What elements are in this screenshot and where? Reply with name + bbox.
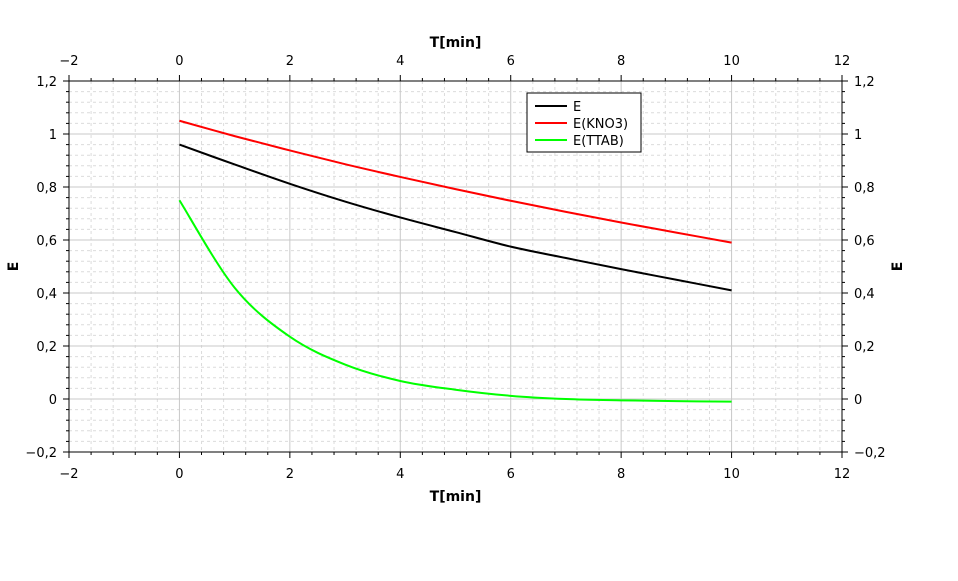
x-axis-title-bottom: T[min] — [430, 489, 482, 505]
grid — [68, 80, 843, 453]
y-tick-label-left: 0 — [49, 393, 57, 408]
x-tick-label-bottom: 4 — [396, 467, 404, 482]
series-lines — [178, 119, 732, 403]
y-tick-label-right: 0,2 — [854, 340, 875, 355]
y-axis-title-left: E — [6, 262, 22, 272]
y-tick-label-right: 0,4 — [854, 287, 875, 302]
x-tick-label-bottom: 8 — [617, 467, 625, 482]
y-tick-label-right: 1 — [854, 128, 862, 143]
y-axis-title-right: E — [890, 262, 906, 272]
x-tick-label-top: 10 — [723, 54, 740, 69]
y-tick-label-left: 1,2 — [36, 75, 57, 90]
x-tick-label-bottom: 0 — [175, 467, 183, 482]
y-tick-label-right: 0,8 — [854, 181, 875, 196]
legend-label-e-ttab: E(TTAB) — [573, 134, 624, 149]
y-tick-label-right: 1,2 — [854, 75, 875, 90]
x-tick-label-bottom: 10 — [723, 467, 740, 482]
x-tick-label-top: 8 — [617, 54, 625, 69]
x-tick-label-top: −2 — [59, 54, 78, 69]
y-tick-label-left: −0,2 — [25, 446, 57, 461]
legend-label-e: E — [573, 100, 581, 115]
x-tick-label-top: 0 — [175, 54, 183, 69]
x-tick-label-top: 2 — [286, 54, 294, 69]
y-tick-label-left: 0,6 — [36, 234, 57, 249]
plot-frame — [68, 80, 843, 453]
legend-label-e-kno3: E(KNO3) — [573, 117, 628, 132]
x-tick-label-top: 6 — [507, 54, 515, 69]
x-tick-label-bottom: 12 — [834, 467, 851, 482]
x-tick-label-bottom: −2 — [59, 467, 78, 482]
series-line-e-ttab — [178, 199, 732, 403]
series-line-e — [179, 143, 732, 292]
x-tick-label-bottom: 2 — [286, 467, 294, 482]
x-tick-label-top: 4 — [396, 54, 404, 69]
y-tick-label-right: −0,2 — [854, 446, 886, 461]
y-tick-label-left: 0,4 — [36, 287, 57, 302]
y-tick-label-left: 0,2 — [36, 340, 57, 355]
x-tick-label-bottom: 6 — [507, 467, 515, 482]
series-line-e-kno3 — [179, 119, 732, 244]
y-tick-label-left: 0,8 — [36, 181, 57, 196]
y-tick-label-left: 1 — [49, 128, 57, 143]
x-axis-title-top: T[min] — [430, 35, 482, 51]
x-tick-label-top: 12 — [834, 54, 851, 69]
legend: E E(KNO3) E(TTAB) — [526, 92, 642, 153]
y-tick-label-right: 0,6 — [854, 234, 875, 249]
y-tick-label-right: 0 — [854, 393, 862, 408]
